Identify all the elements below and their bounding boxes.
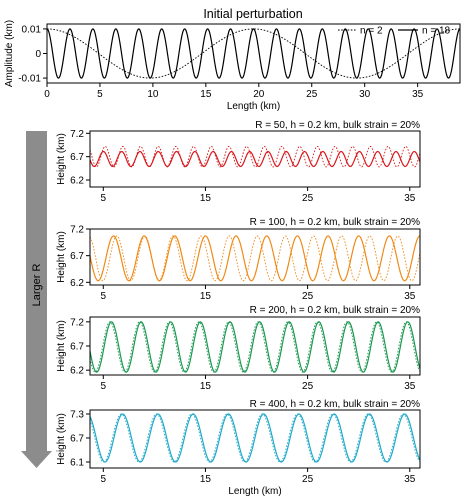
x-tick-label: 35	[404, 381, 416, 392]
chart-panel-5: 7.3 6.7 6.1 5 15 25 35 R = 400, h = 0.2 km, bul…	[56, 399, 421, 497]
x-tick-label: 35	[404, 193, 416, 204]
larger-r-arrow: Larger R	[21, 131, 52, 468]
series-line-dotted	[90, 321, 420, 373]
arrow-head	[21, 451, 52, 468]
legend: n = 2 n = 18	[338, 26, 451, 37]
plot-frame	[46, 23, 461, 84]
y-tick-label: 6.2	[70, 278, 84, 289]
plot-frame	[89, 130, 421, 188]
x-axis-label: Length (km)	[227, 101, 280, 112]
y-tick-label: 0	[35, 49, 41, 60]
x-tick-label: 15	[200, 291, 212, 302]
y-tick-label: 6.1	[70, 458, 84, 469]
chart-title: R = 50, h = 0.2 km, bulk strain = 20%	[255, 120, 420, 131]
y-axis-label: Height (km)	[56, 231, 67, 283]
y-tick-label: 6.7	[70, 152, 84, 163]
y-tick-label: 6.7	[70, 251, 84, 262]
series-line-solid	[90, 321, 420, 373]
x-tick-label: 35	[412, 89, 424, 100]
chart-title: R = 200, h = 0.2 km, bulk strain = 20%	[250, 305, 420, 316]
y-tick-label: 6.2	[70, 176, 84, 187]
x-tick-label: 0	[44, 89, 50, 100]
x-tick-label: 25	[302, 193, 314, 204]
arrow-shaft	[26, 131, 47, 451]
plot-frame	[89, 228, 421, 286]
series-line-solid	[90, 235, 420, 282]
x-tick-label: 35	[404, 291, 416, 302]
y-tick-label: 6.7	[70, 434, 84, 445]
series-line-n=2	[47, 28, 460, 79]
y-tick-label: 7.2	[70, 129, 84, 140]
x-tick-label: 15	[200, 381, 212, 392]
series-line-solid	[90, 150, 420, 168]
y-tick-label: 7.2	[70, 317, 84, 328]
y-tick-label: 7.3	[70, 410, 84, 421]
x-tick-label: 15	[200, 89, 212, 100]
plot-frame	[89, 409, 421, 469]
chart-panel-3: 7.2 6.7 6.2 5 15 25 35 R = 100, h = 0.2 km, bul…	[56, 217, 421, 302]
series-line-n=18	[47, 28, 460, 79]
x-tick-label: 5	[101, 381, 107, 392]
x-tick-label: 30	[359, 89, 371, 100]
x-tick-label: 25	[302, 291, 314, 302]
larger-r-label: Larger R	[31, 264, 43, 307]
x-tick-label: 5	[101, 474, 107, 485]
x-tick-label: 5	[97, 89, 103, 100]
y-tick-label: -0.01	[18, 74, 41, 85]
x-tick-label: 15	[200, 193, 212, 204]
x-tick-label: 15	[200, 474, 212, 485]
y-axis-label: Height (km)	[56, 320, 67, 372]
x-tick-label: 20	[253, 89, 265, 100]
chart-title: R = 400, h = 0.2 km, bulk strain = 20%	[250, 399, 420, 410]
y-tick-label: 0.01	[22, 24, 42, 35]
x-tick-label: 25	[302, 381, 314, 392]
x-tick-label: 10	[147, 89, 159, 100]
x-axis-label: Length (km)	[228, 486, 281, 497]
x-tick-label: 35	[404, 474, 416, 485]
x-tick-label: 5	[101, 193, 107, 204]
y-tick-label: 7.2	[70, 225, 84, 236]
y-axis-label: Height (km)	[56, 133, 67, 185]
chart-title: R = 100, h = 0.2 km, bulk strain = 20%	[250, 217, 420, 228]
y-tick-label: 6.2	[70, 366, 84, 377]
x-tick-label: 25	[306, 89, 318, 100]
legend-label: n = 18	[422, 26, 451, 37]
chart-panel-2: 7.2 6.7 6.2 5 15 25 35 R = 50, h = 0.2 km, bulk…	[56, 120, 421, 204]
chart-panel-4: 7.2 6.7 6.2 5 15 25 35 R = 200, h = 0.2 km, bul…	[56, 305, 421, 392]
chart-title: Initial perturbation	[203, 7, 302, 21]
series-line-dotted	[90, 413, 420, 463]
y-axis-label: Amplitude (km)	[4, 20, 15, 87]
legend-label: n = 2	[360, 26, 383, 37]
y-axis-label: Height (km)	[56, 413, 67, 465]
x-tick-label: 5	[101, 291, 107, 302]
y-tick-label: 6.7	[70, 342, 84, 353]
series-line-solid	[90, 413, 420, 463]
x-tick-label: 25	[302, 474, 314, 485]
